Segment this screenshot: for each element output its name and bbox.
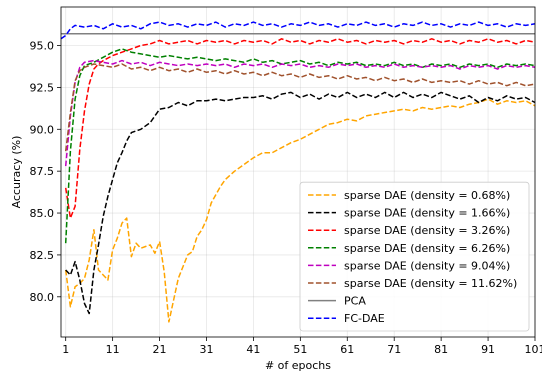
legend-label: FC-DAE (344, 312, 385, 325)
series-line-sparse-dae-density-9-04 (64, 59, 536, 167)
series-line-sparse-dae-density-0-68 (64, 98, 536, 323)
legend-label: sparse DAE (density = 1.66%) (344, 207, 510, 220)
y-axis: 80.0 82.5 85.0 87.5 90.0 92.5 95.0 (30, 40, 61, 304)
x-tick-label: 101 (525, 343, 542, 356)
y-axis-label: Accuracy (%) (10, 136, 23, 209)
legend: sparse DAE (density = 0.68%) sparse DAE (… (299, 181, 530, 332)
series-line-sparse-dae-density-6-26 (64, 48, 536, 244)
series-line-sparse-dae-density-11-62 (64, 63, 536, 152)
y-tick-label: 80.0 (30, 291, 55, 304)
legend-label: sparse DAE (density = 11.62%) (344, 277, 517, 290)
legend-box (299, 181, 530, 332)
series-line-sparse-dae-density-3-26 (64, 38, 536, 219)
x-tick-label: 51 (293, 343, 307, 356)
x-tick-label: 11 (106, 343, 120, 356)
y-tick-label: 85.0 (30, 207, 55, 220)
legend-label: sparse DAE (density = 3.26%) (344, 224, 510, 237)
x-tick-label: 31 (199, 343, 213, 356)
x-tick-label: 61 (340, 343, 354, 356)
x-tick-label: 91 (481, 343, 495, 356)
legend-label: sparse DAE (density = 0.68%) (344, 189, 510, 202)
series-layer (60, 21, 536, 323)
x-axis-label: # of epochs (265, 359, 331, 372)
x-axis: 1112131415161718191101 (62, 337, 542, 356)
x-tick-label: 71 (387, 343, 401, 356)
x-tick-label: 1 (62, 343, 69, 356)
y-tick-label: 87.5 (30, 165, 55, 178)
x-tick-label: 41 (246, 343, 260, 356)
x-tick-label: 81 (434, 343, 448, 356)
y-tick-label: 90.0 (30, 123, 55, 136)
y-tick-label: 95.0 (30, 40, 55, 53)
y-tick-label: 82.5 (30, 249, 55, 262)
series-line-fc-dae (60, 21, 536, 40)
x-tick-label: 21 (153, 343, 167, 356)
legend-label: sparse DAE (density = 6.26%) (344, 242, 510, 255)
y-tick-label: 92.5 (30, 81, 55, 94)
legend-label: sparse DAE (density = 9.04%) (344, 259, 510, 272)
series-line-sparse-dae-density-1-66 (65, 91, 536, 315)
plot-frame (60, 6, 536, 338)
legend-label: PCA (344, 295, 366, 308)
